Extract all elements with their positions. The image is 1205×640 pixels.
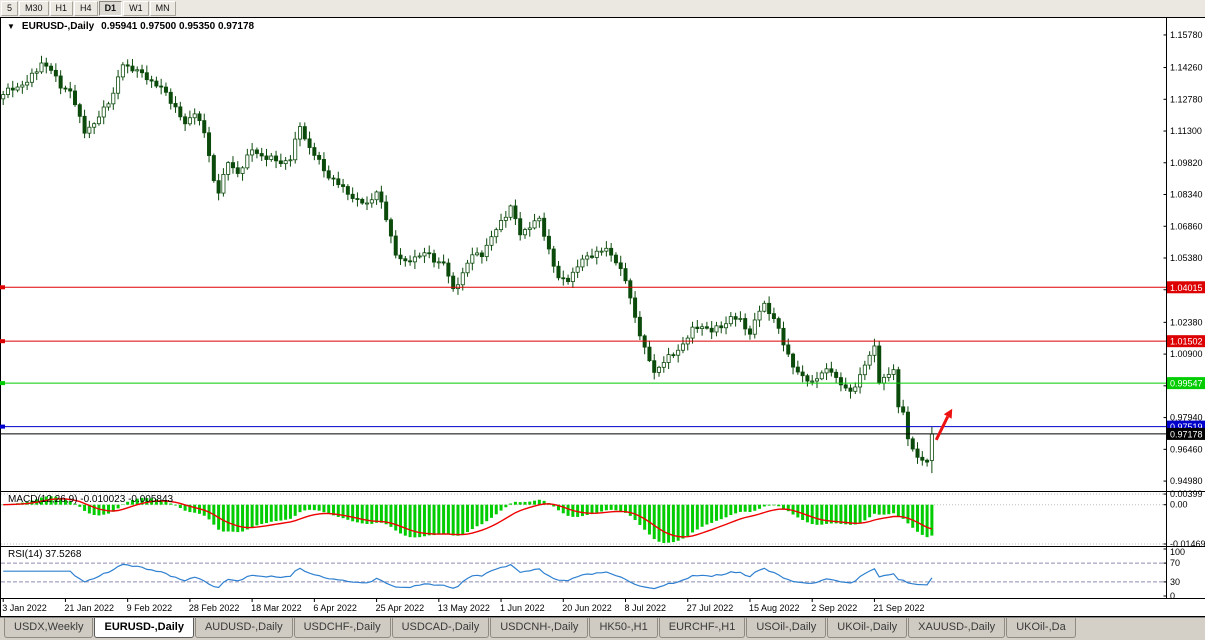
svg-text:70: 70 [1170,558,1180,568]
svg-text:27 Jul 2022: 27 Jul 2022 [687,603,734,613]
svg-text:18 Mar 2022: 18 Mar 2022 [251,603,302,613]
tab-xauusd-daily[interactable]: XAUUSD-,Daily [908,618,1006,638]
period-button-d1[interactable]: D1 [98,1,123,16]
svg-text:0: 0 [1170,591,1175,601]
svg-text:8 Jul 2022: 8 Jul 2022 [625,603,667,613]
svg-text:20 Jun 2022: 20 Jun 2022 [562,603,612,613]
svg-text:1.09820: 1.09820 [1170,158,1203,168]
svg-text:25 Apr 2022: 25 Apr 2022 [376,603,425,613]
period-button-mn[interactable]: MN [149,1,176,16]
svg-text:1.12780: 1.12780 [1170,94,1203,104]
svg-text:21 Sep 2022: 21 Sep 2022 [873,603,924,613]
svg-text:0.99547: 0.99547 [1170,379,1203,389]
svg-text:21 Jan 2022: 21 Jan 2022 [64,603,114,613]
svg-text:1.04015: 1.04015 [1170,283,1203,293]
tab-audusd-daily[interactable]: AUDUSD-,Daily [194,618,293,638]
tab-hk50-h1[interactable]: HK50-,H1 [589,618,658,638]
tab-eurusd-daily[interactable]: EURUSD-,Daily [94,618,194,638]
svg-text:0.94980: 0.94980 [1170,476,1203,486]
svg-text:9 Feb 2022: 9 Feb 2022 [127,603,173,613]
period-button-h1[interactable]: H1 [49,1,74,16]
period-button-w1[interactable]: W1 [123,1,149,16]
horizontal-level-line[interactable]: 0.99547 [0,377,1205,390]
svg-text:1.00900: 1.00900 [1170,349,1203,359]
chart-borders [0,17,1205,617]
rsi-label: RSI(14) 37.5268 [8,549,82,560]
svg-text:6 Apr 2022: 6 Apr 2022 [313,603,357,613]
tab-usdcnh-daily[interactable]: USDCNH-,Daily [490,618,589,638]
period-button-h4[interactable]: H4 [74,1,98,16]
svg-text:1.01502: 1.01502 [1170,337,1203,347]
period-button-m30[interactable]: M30 [19,1,49,16]
price-axis[interactable]: 1.15780 1.14260 1.12780 1.11300 1.09820 1.083… [1163,30,1203,486]
horizontal-level-line[interactable]: 1.01502 [0,335,1205,348]
svg-text:0.00: 0.00 [1170,500,1188,510]
chart-tabs: USDX,Weekly EURUSD-,Daily AUDUSD-,Daily USD… [0,617,1205,640]
svg-text:0.97178: 0.97178 [1170,429,1203,439]
svg-text:28 Feb 2022: 28 Feb 2022 [189,603,240,613]
time-axis[interactable]: 3 Jan 2022 21 Jan 2022 9 Feb 2022 28 Feb 20… [2,599,924,613]
macd-grid [1,493,1166,545]
svg-text:-0.01469: -0.01469 [1170,539,1205,549]
svg-text:3 Jan 2022: 3 Jan 2022 [2,603,47,613]
tab-eurchf-h1[interactable]: EURCHF-,H1 [658,618,746,638]
up-arrow-annotation[interactable] [934,408,953,441]
horizontal-level-line[interactable]: 0.97519 [0,420,1205,433]
svg-text:0.00399: 0.00399 [1170,489,1203,499]
svg-text:30: 30 [1170,577,1180,587]
chart-title: EURUSD-,Daily [21,21,95,32]
horizontal-level-line[interactable]: 1.04015 [0,281,1205,294]
svg-text:0.96460: 0.96460 [1170,444,1203,454]
chart-dropdown-icon[interactable]: ▼ [7,21,15,31]
svg-text:1.15780: 1.15780 [1170,30,1203,40]
rsi-line [3,563,933,590]
svg-text:1.06860: 1.06860 [1170,221,1203,231]
period-button-5[interactable]: 5 [1,1,19,16]
svg-text:1.11300: 1.11300 [1170,126,1202,136]
macd-signal-line [3,498,933,538]
tab-ukoil-da[interactable]: UKOil-,Da [1006,618,1076,638]
tab-usoil-daily[interactable]: USOil-,Daily [746,618,827,638]
svg-text:13 May 2022: 13 May 2022 [438,603,490,613]
period-toolbar: 5 M30 H1 H4 D1 W1 MN [0,0,1205,17]
chart-header: ▼ EURUSD-,Daily 0.95941 0.97500 0.95350 … [7,21,254,32]
svg-text:1.14260: 1.14260 [1170,63,1203,73]
svg-text:1.05380: 1.05380 [1170,253,1203,263]
svg-text:0.97519: 0.97519 [1170,422,1203,432]
tab-ukoil-daily[interactable]: UKOil-,Daily [827,618,908,638]
svg-text:100: 100 [1170,547,1185,557]
rsi-grid [1,562,1166,583]
tab-usdx-weekly[interactable]: USDX,Weekly [4,618,94,638]
tab-usdchf-daily[interactable]: USDCHF-,Daily [293,618,391,638]
current-price-line[interactable]: 0.97178 [1,427,1205,440]
candlesticks [1,55,934,474]
svg-text:1.08340: 1.08340 [1170,190,1203,200]
tab-usdcad-daily[interactable]: USDCAD-,Daily [391,618,490,638]
svg-text:1.02380: 1.02380 [1170,317,1203,327]
svg-text:15 Aug 2022: 15 Aug 2022 [749,603,800,613]
svg-text:2 Sep 2022: 2 Sep 2022 [811,603,857,613]
svg-text:0.97940: 0.97940 [1170,413,1203,423]
chart-ohlc: 0.95941 0.97500 0.95350 0.97178 [101,21,255,32]
macd-label: MACD(12,26,9) -0.010023 -0.005843 [8,494,174,505]
svg-text:1 Jun 2022: 1 Jun 2022 [500,603,545,613]
